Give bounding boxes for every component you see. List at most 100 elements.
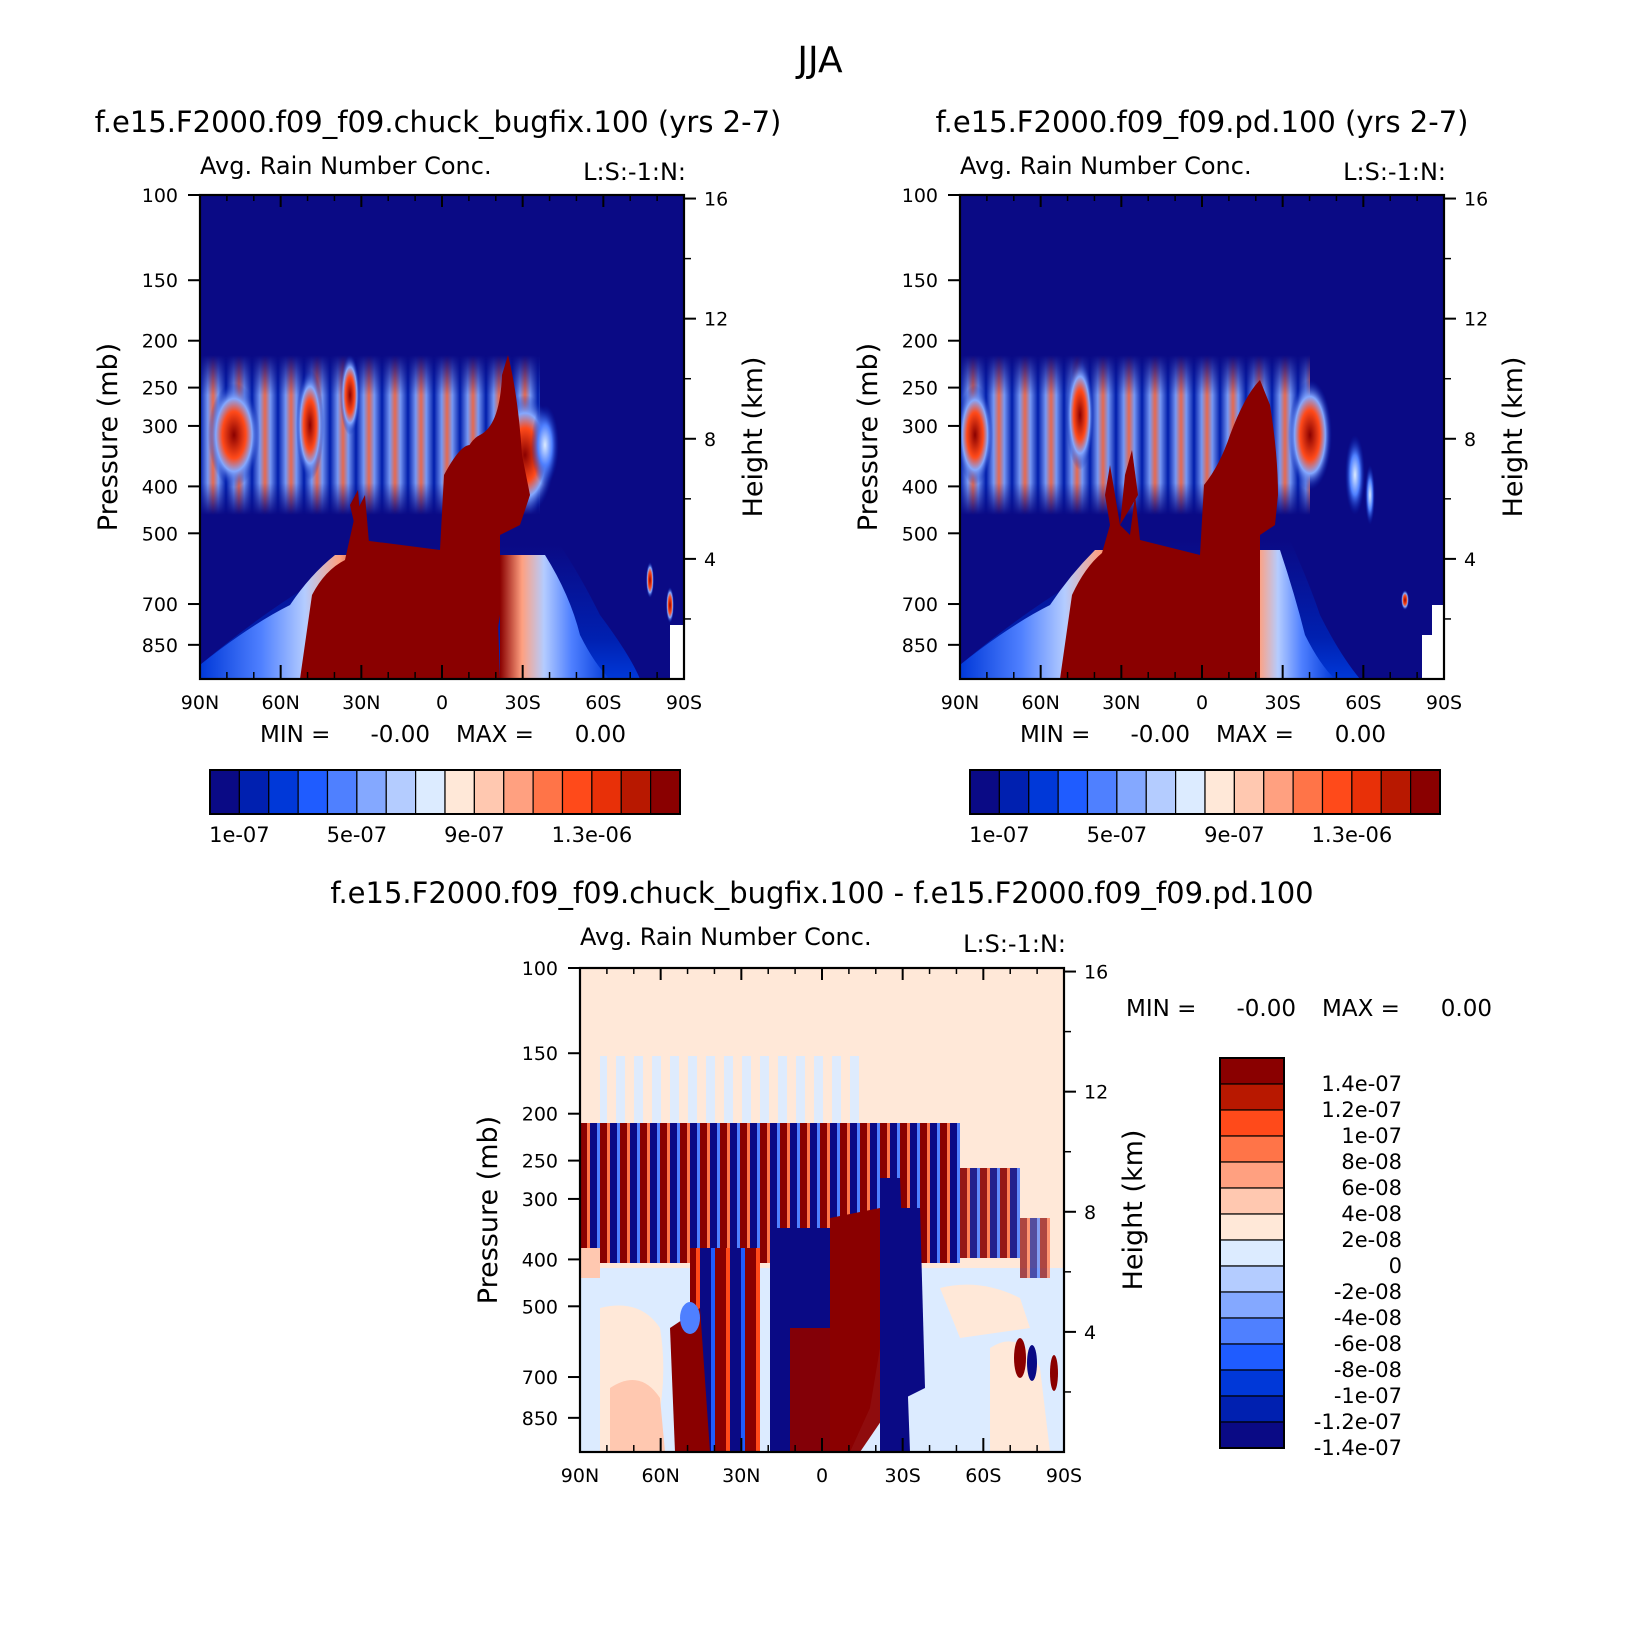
y-tick-label: 400 (522, 1249, 558, 1271)
panel-diff-field (580, 968, 1064, 1452)
panel-diff-title: f.e15.F2000.f09_f09.chuck_bugfix.100 - f… (330, 876, 1313, 910)
colorbar-swatch (1219, 1395, 1285, 1423)
colorbar-swatch (1219, 1161, 1285, 1189)
y-tick-label: 300 (522, 1189, 558, 1211)
x-tick-label: 90N (941, 692, 979, 714)
colorbar-swatch (268, 769, 299, 815)
panel-case-colorbar: 1e-07 5e-07 9e-07 1.3e-06 (209, 769, 681, 847)
y-tick-label: 100 (142, 185, 178, 207)
y2-tick-label: 16 (704, 189, 728, 211)
colorbar-label: 1e-07 (969, 823, 1030, 847)
y-tick-label: 150 (142, 270, 178, 292)
colorbar-label: 5e-07 (327, 823, 388, 847)
x-tick-label: 0 (816, 1465, 828, 1487)
colorbar-label: 0 (1389, 1254, 1402, 1278)
panel-case-subtitle: Avg. Rain Number Conc. (200, 152, 492, 180)
panel-diff-tag: L:S:-1:N: (963, 930, 1066, 958)
colorbar-label: 9e-07 (1204, 823, 1265, 847)
colorbar-swatch (1380, 769, 1412, 815)
y-tick-label: 700 (142, 594, 178, 616)
y-tick-label: 200 (522, 1104, 558, 1126)
colorbar-swatch (297, 769, 329, 815)
y2-tick-label: 8 (704, 429, 716, 451)
panel-control-tag: L:S:-1:N: (1343, 158, 1446, 186)
y2-axis-label: Height (km) (1498, 357, 1529, 518)
x-tick-label: 30S (885, 1465, 921, 1487)
colorbar-frame (969, 769, 1441, 815)
x-tick-label: 60S (1345, 692, 1381, 714)
y2-tick-label: 16 (1084, 962, 1108, 984)
colorbar-swatch (561, 769, 593, 815)
colorbar-swatch (356, 769, 387, 815)
y-tick-label: 850 (142, 635, 178, 657)
panel-case-max-value: 0.00 (575, 722, 626, 748)
colorbar-swatch (1028, 769, 1059, 815)
colorbar-swatch (1086, 769, 1118, 815)
y2-tick-label: 8 (1084, 1202, 1096, 1224)
colorbar-swatch (1263, 769, 1294, 815)
colorbar-label: -2e-08 (1334, 1280, 1402, 1304)
y2-tick-label: 4 (1084, 1322, 1096, 1344)
colorbar-swatch (1145, 769, 1177, 815)
panel-control-min-label: MIN = (1020, 722, 1090, 748)
panel-diff-min-value: -0.00 (1236, 996, 1296, 1022)
panel-control-max-value: 0.00 (1335, 722, 1386, 748)
colorbar-swatch (1057, 769, 1089, 815)
colorbar-label: 1.2e-07 (1321, 1098, 1402, 1122)
colorbar-swatch (1219, 1239, 1285, 1267)
y2-tick-label: 12 (1464, 309, 1488, 331)
panel-control-field (960, 195, 1444, 679)
y2-tick-label: 12 (1084, 1082, 1108, 1104)
colorbar-swatch (1233, 769, 1265, 815)
colorbar-swatch (1204, 769, 1235, 815)
colorbar-swatch (209, 769, 240, 815)
figure-title: JJA (795, 40, 843, 81)
x-tick-label: 0 (436, 692, 448, 714)
y-tick-label: 400 (902, 476, 938, 498)
y-tick-label: 100 (522, 958, 558, 980)
y-tick-label: 500 (142, 523, 178, 545)
colorbar-swatch (1219, 1109, 1285, 1137)
panel-case-field (200, 195, 684, 679)
x-tick-label: 30S (505, 692, 541, 714)
x-tick-label: 30N (342, 692, 380, 714)
panel-case-max-label: MAX = (456, 722, 534, 748)
x-tick-label: 90S (1046, 1465, 1082, 1487)
y-tick-label: 200 (902, 331, 938, 353)
colorbar-label: -4e-08 (1334, 1306, 1402, 1330)
colorbar-label: 8e-08 (1341, 1150, 1402, 1174)
y2-tick-label: 8 (1464, 429, 1476, 451)
x-tick-label: 30N (1102, 692, 1140, 714)
colorbar-swatch (1219, 1421, 1285, 1449)
colorbar-label: 1.4e-07 (1321, 1072, 1402, 1096)
colorbar-label: 1.3e-06 (1312, 823, 1393, 847)
colorbar-swatch (1219, 1343, 1285, 1371)
y2-tick-label: 4 (704, 549, 716, 571)
y-tick-label: 250 (522, 1151, 558, 1173)
y-tick-label: 850 (902, 635, 938, 657)
colorbar-label: -1.2e-07 (1314, 1410, 1402, 1434)
colorbar-label: -6e-08 (1334, 1332, 1402, 1356)
colorbar-swatch (1410, 769, 1441, 815)
colorbar-swatch (385, 769, 417, 815)
colorbar-frame (1219, 1057, 1285, 1449)
colorbar-swatch (532, 769, 564, 815)
y-tick-label: 150 (522, 1043, 558, 1065)
x-tick-label: 30S (1265, 692, 1301, 714)
panel-diff-min-label: MIN = (1126, 996, 1196, 1022)
colorbar-label: -1e-07 (1334, 1384, 1402, 1408)
x-tick-label: 90N (181, 692, 219, 714)
colorbar-swatch (503, 769, 534, 815)
y-tick-label: 400 (142, 476, 178, 498)
colorbar-swatch (998, 769, 1030, 815)
colorbar-swatch (1219, 1135, 1285, 1163)
colorbar-label: 4e-08 (1341, 1202, 1402, 1226)
colorbar-swatch (1175, 769, 1206, 815)
colorbar-swatch (1321, 769, 1353, 815)
colorbar-label: 1e-07 (209, 823, 270, 847)
y-tick-label: 300 (902, 416, 938, 438)
x-tick-label: 60N (1021, 692, 1059, 714)
panel-control-colorbar: 1e-07 5e-07 9e-07 1.3e-06 (969, 769, 1441, 847)
